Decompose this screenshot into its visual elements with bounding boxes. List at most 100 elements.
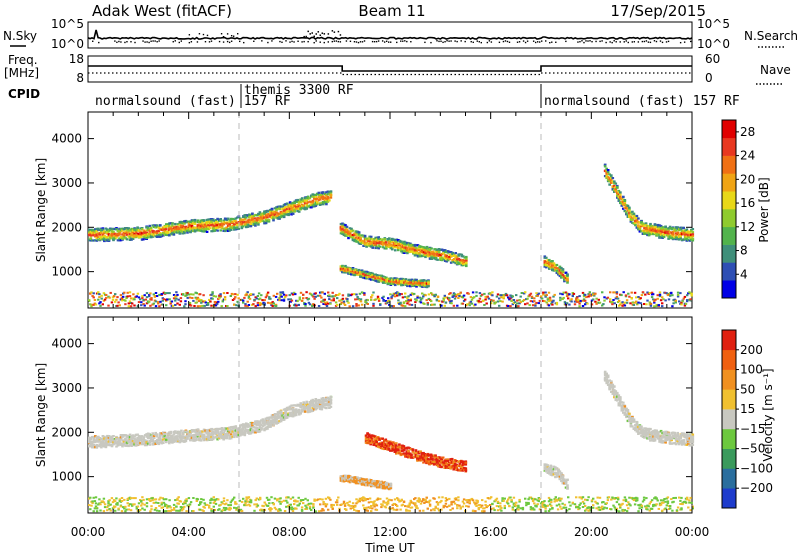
- ground-cell: [90, 291, 93, 294]
- ground-cell: [120, 299, 124, 302]
- ground-cell: [454, 295, 458, 298]
- echo-cell: [319, 196, 322, 199]
- echo-cell: [122, 231, 126, 234]
- echo-cell: [275, 206, 278, 209]
- ground-cell: [92, 296, 95, 299]
- echo-cell: [606, 169, 610, 172]
- echo-cell: [159, 235, 162, 238]
- echo-cell: [401, 249, 405, 252]
- echo-cell: [626, 206, 630, 209]
- ground-cell: [187, 293, 191, 296]
- echo-cell: [397, 249, 400, 252]
- echo-cell: [548, 261, 551, 264]
- ground-cell: [594, 292, 597, 295]
- echo-cell: [181, 435, 185, 439]
- echo-cell: [267, 213, 271, 216]
- echo-cell: [561, 270, 565, 273]
- echo-cell: [398, 277, 402, 281]
- echo-cell: [351, 239, 355, 242]
- ground-cell: [434, 293, 437, 296]
- noise-dot: [647, 41, 650, 43]
- ground-cell: [336, 297, 339, 300]
- echo-cell: [425, 282, 429, 285]
- echo-cell: [115, 438, 118, 441]
- echo-cell: [211, 230, 215, 233]
- echo-cell: [89, 441, 93, 444]
- echo-cell: [452, 258, 456, 261]
- ground-cell: [661, 305, 664, 308]
- noise-dot: [659, 40, 662, 42]
- ground-cell: [544, 291, 547, 294]
- echo-cell: [683, 229, 687, 232]
- noise-dot: [315, 40, 317, 42]
- echo-cell: [140, 228, 144, 231]
- ground-cell: [674, 299, 677, 302]
- echo-cell: [427, 280, 430, 283]
- ground-cell: [236, 293, 239, 296]
- echo-cell: [649, 233, 652, 236]
- ground-cell: [479, 300, 483, 303]
- ground-cell: [191, 297, 194, 299]
- ground-cell: [137, 301, 141, 304]
- ground-cell: [200, 299, 203, 302]
- ground-cell: [680, 303, 683, 306]
- noise-dot: [271, 40, 273, 42]
- noise-dot: [645, 40, 648, 42]
- echo-cell: [104, 444, 108, 447]
- echo-cell: [455, 258, 459, 261]
- echo-cell: [422, 284, 426, 287]
- echo-cell: [646, 227, 649, 230]
- echo-cell: [460, 264, 464, 267]
- echo-cell: [236, 223, 239, 227]
- echo-cell: [407, 278, 411, 282]
- echo-cell: [313, 193, 316, 196]
- ground-cell: [667, 293, 671, 296]
- echo-cell: [128, 229, 132, 232]
- echo-cell: [110, 231, 114, 234]
- ground-cell: [254, 296, 257, 299]
- echo-cell: [368, 277, 371, 281]
- echo-cell: [323, 200, 327, 204]
- echo-cell: [290, 213, 293, 216]
- echo-cell: [374, 279, 377, 282]
- echo-cell: [459, 258, 462, 261]
- noise-dot: [230, 35, 233, 37]
- echo-cell: [622, 196, 625, 199]
- echo-cell: [613, 184, 616, 188]
- echo-cell: [664, 231, 667, 234]
- ground-cell: [111, 296, 115, 299]
- echo-cell: [180, 224, 183, 227]
- echo-cell: [210, 219, 213, 222]
- noise-dot: [589, 40, 591, 42]
- echo-cell: [240, 218, 244, 221]
- ground-cell: [419, 298, 423, 301]
- echo-cell: [326, 196, 330, 199]
- echo-cell: [183, 229, 186, 232]
- echo-cell: [465, 262, 468, 266]
- ground-cell: [116, 296, 119, 299]
- echo-cell: [388, 245, 391, 248]
- echo-cell: [644, 226, 648, 230]
- ground-cell: [496, 300, 500, 303]
- echo-cell: [290, 204, 293, 207]
- ground-cell: [593, 294, 596, 297]
- noise-dot: [661, 41, 664, 44]
- echo-cell: [293, 201, 296, 204]
- echo-cell: [363, 277, 367, 280]
- echo-cell: [311, 203, 315, 206]
- echo-cell: [154, 440, 157, 443]
- ground-cell: [263, 303, 266, 306]
- echo-cell: [434, 248, 438, 251]
- ground-cell: [533, 300, 536, 303]
- echo-cell: [210, 220, 213, 223]
- echo-cell: [457, 257, 460, 260]
- ground-cell: [674, 301, 677, 304]
- echo-cell: [106, 239, 109, 242]
- echo-cell: [190, 222, 194, 226]
- echo-cell: [296, 207, 299, 210]
- noise-dot: [583, 41, 585, 44]
- echo-cell: [341, 267, 344, 270]
- ground-cell: [162, 298, 166, 301]
- echo-cell: [245, 223, 248, 226]
- echo-cell: [190, 436, 194, 439]
